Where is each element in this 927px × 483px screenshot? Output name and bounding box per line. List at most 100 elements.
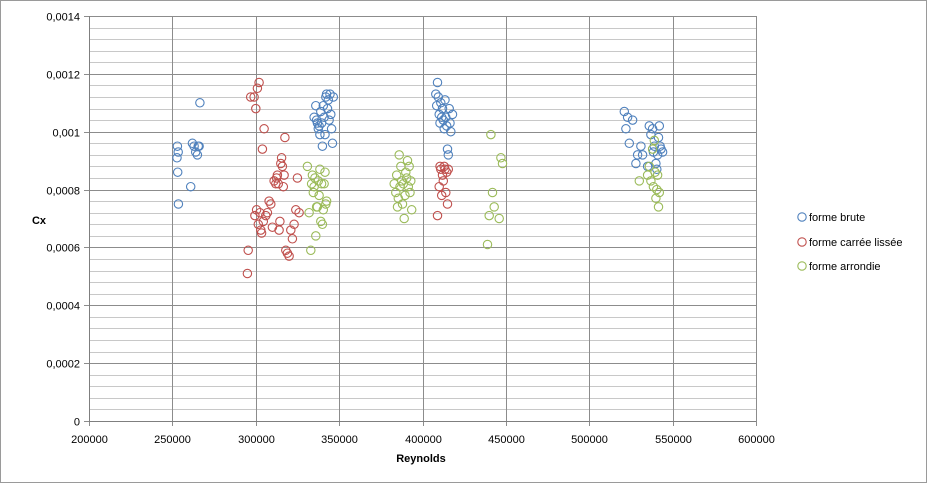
x-tick-label: 200000 <box>71 434 108 446</box>
data-point-series-2 <box>316 179 327 189</box>
x-tick-label: 350000 <box>321 434 358 446</box>
data-point-series-0 <box>644 121 655 131</box>
data-point-series-1 <box>259 124 269 134</box>
data-point-series-1 <box>443 164 454 175</box>
data-point-series-0 <box>637 150 648 160</box>
data-point-series-0 <box>172 141 183 151</box>
data-point-series-0 <box>190 147 201 157</box>
data-point-series-1 <box>267 222 278 232</box>
data-point-series-1 <box>254 77 264 88</box>
data-point-series-2 <box>647 144 658 154</box>
data-point-series-2 <box>399 213 409 224</box>
data-point-series-0 <box>627 115 638 125</box>
data-point-series-2 <box>314 190 324 201</box>
data-point-series-0 <box>173 199 184 209</box>
data-point-series-2 <box>313 176 324 186</box>
data-point-series-0 <box>437 103 448 114</box>
data-point-series-2 <box>304 207 314 218</box>
data-point-series-0 <box>312 118 323 128</box>
data-point-series-1 <box>294 207 304 218</box>
data-point-series-0 <box>194 141 204 151</box>
data-point-series-0 <box>315 129 325 140</box>
data-point-series-1 <box>287 234 298 244</box>
y-tick-label: 0,0008 <box>46 186 80 198</box>
data-point-series-0 <box>192 150 203 160</box>
data-point-series-0 <box>309 112 319 123</box>
data-point-series-0 <box>319 112 329 123</box>
data-point-series-1 <box>253 219 264 230</box>
data-point-series-2 <box>403 181 414 192</box>
data-point-series-1 <box>289 219 299 230</box>
data-point-series-2 <box>654 187 665 198</box>
y-tick-label: 0,001 <box>52 128 80 140</box>
data-point-series-1 <box>292 173 303 183</box>
data-point-series-2 <box>652 184 662 195</box>
data-point-series-1 <box>242 268 253 279</box>
data-point-series-1 <box>282 248 293 258</box>
data-point-series-1 <box>278 181 289 192</box>
grid <box>84 16 757 426</box>
y-tick-label: 0,0004 <box>46 301 80 313</box>
data-point-series-1 <box>440 164 450 175</box>
data-point-series-2 <box>650 167 660 177</box>
data-point-series-0 <box>431 89 441 99</box>
y-tick-label: 0,0002 <box>46 359 80 371</box>
x-tick-label: 550000 <box>655 434 692 446</box>
data-point-series-0 <box>432 77 443 88</box>
data-point-series-0 <box>317 141 328 151</box>
data-point-series-0 <box>195 98 205 108</box>
data-point-series-0 <box>443 150 454 160</box>
data-point-series-2 <box>302 161 313 172</box>
legend-label: forme arrondie <box>809 261 881 273</box>
data-point-series-2 <box>307 170 318 180</box>
data-point-series-0 <box>326 124 337 134</box>
legend-item-forme-carree-lissee: forme carrée lissée <box>797 237 903 249</box>
data-point-series-1 <box>245 92 256 102</box>
data-point-series-0 <box>316 106 326 117</box>
data-point-series-2 <box>311 231 321 241</box>
data-point-series-2 <box>652 170 663 180</box>
data-point-series-2 <box>646 176 656 186</box>
legend: forme brute forme carrée lissée forme ar… <box>797 212 903 273</box>
data-point-series-0 <box>321 89 332 99</box>
data-point-series-0 <box>444 103 454 114</box>
data-point-series-1 <box>258 216 269 227</box>
data-point-series-2 <box>489 202 499 212</box>
data-point-series-2 <box>402 155 413 166</box>
data-point-series-2 <box>391 170 402 180</box>
data-point-series-1 <box>251 205 262 215</box>
data-point-series-2 <box>318 205 329 215</box>
y-tick-label: 0,0012 <box>46 70 80 82</box>
data-point-series-2 <box>406 205 417 215</box>
data-point-series-2 <box>397 199 408 209</box>
legend-marker-forme-carree-lissee <box>797 237 807 247</box>
x-tick-label: 600000 <box>738 434 775 446</box>
data-point-series-1 <box>286 225 296 235</box>
data-point-series-1 <box>257 144 268 154</box>
data-point-series-2 <box>392 202 403 212</box>
data-point-series-2 <box>308 187 319 198</box>
data-point-series-0 <box>647 124 658 134</box>
data-point-series-2 <box>484 210 494 221</box>
data-point-series-0 <box>624 138 635 149</box>
data-point-series-1 <box>275 216 285 227</box>
data-point-series-0 <box>632 150 643 160</box>
data-point-series-2 <box>406 176 416 186</box>
y-tick-label: 0 <box>74 417 80 429</box>
data-point-series-1 <box>432 210 443 221</box>
y-axis-title: Cx <box>32 215 47 227</box>
data-point-series-1 <box>441 187 451 198</box>
legend-item-forme-arrondie: forme arrondie <box>797 261 881 273</box>
data-point-series-0 <box>446 126 456 137</box>
data-point-series-0 <box>325 89 335 99</box>
data-point-series-2 <box>482 239 493 250</box>
data-point-series-0 <box>447 109 458 120</box>
data-point-series-2 <box>653 202 664 212</box>
legend-label: forme carrée lissée <box>809 237 903 249</box>
data-point-series-1 <box>251 103 261 114</box>
x-tick-label: 500000 <box>571 434 608 446</box>
legend-marker-forme-brute <box>797 212 807 222</box>
x-tick-label: 450000 <box>488 434 525 446</box>
data-point-series-1 <box>250 210 260 221</box>
data-point-series-1 <box>273 179 284 189</box>
